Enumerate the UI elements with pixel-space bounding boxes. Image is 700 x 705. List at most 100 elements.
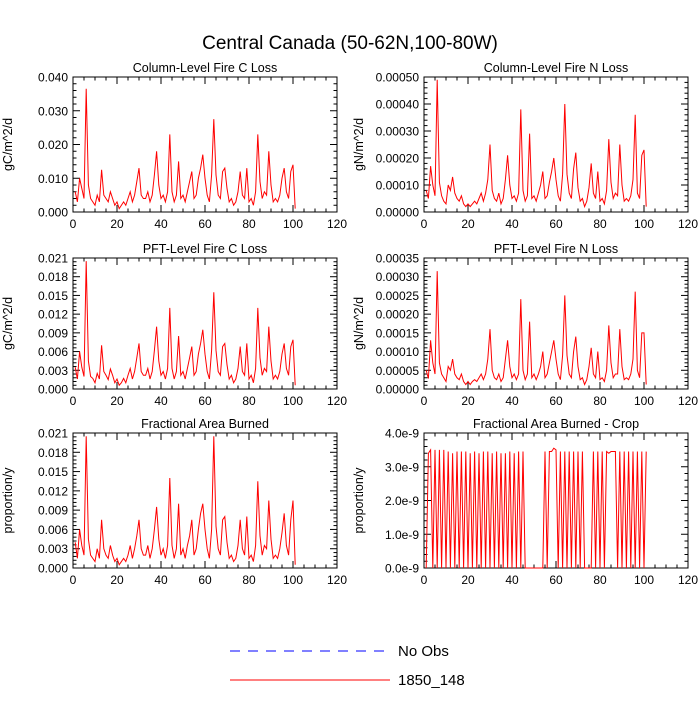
x-tick-label: 40 — [154, 573, 168, 587]
x-tick-label: 0 — [70, 573, 77, 587]
x-tick-label: 60 — [198, 394, 212, 408]
y-tick-label: 0.00040 — [376, 98, 420, 112]
x-tick-label: 100 — [634, 394, 654, 408]
y-tick-label: 0.000 — [38, 383, 68, 397]
y-tick-label: 0.00035 — [376, 252, 420, 266]
x-tick-label: 100 — [283, 573, 303, 587]
y-tick-label: 0.012 — [38, 484, 68, 498]
y-axis-label: gC/m^2/d — [1, 118, 15, 171]
series-line-1850-148 — [74, 261, 296, 387]
y-tick-label: 0.006 — [38, 523, 68, 537]
y-tick-label: 0.015 — [38, 465, 68, 479]
x-tick-label: 0 — [70, 394, 77, 408]
y-axis-label: proportion/y — [352, 467, 366, 534]
x-tick-label: 80 — [242, 573, 256, 587]
x-tick-label: 20 — [461, 394, 475, 408]
x-tick-label: 100 — [283, 217, 303, 231]
y-tick-label: 0.030 — [38, 104, 68, 118]
panels: Column-Level Fire C Loss gC/m^2/d 0 20 40 60 8… — [1, 61, 698, 587]
legend-label-1850-148: 1850_148 — [398, 672, 465, 689]
panel-pft-level-fire-c-loss: PFT-Level Fire C Loss gC/m^2/d 0 20 40 60 80 10… — [1, 242, 347, 408]
plot-frame — [423, 76, 689, 213]
x-tick-label: 60 — [549, 394, 563, 408]
x-tick-label: 120 — [678, 394, 698, 408]
x-tick-label: 40 — [505, 217, 519, 231]
x-tick-label: 80 — [593, 573, 607, 587]
y-tick-label: 0.009 — [38, 504, 68, 518]
y-tick-label: 0.021 — [38, 252, 68, 266]
panel-title: PFT-Level Fire C Loss — [143, 242, 267, 256]
x-tick-label: 120 — [678, 217, 698, 231]
plot-frame — [423, 257, 689, 390]
x-tick-label: 20 — [110, 394, 124, 408]
panel-title: PFT-Level Fire N Loss — [494, 242, 618, 256]
plot-frame — [72, 432, 338, 569]
legend-label-no-obs: No Obs — [398, 643, 449, 660]
x-tick-label: 120 — [327, 217, 347, 231]
y-tick-label: 0.003 — [38, 364, 68, 378]
panel-title: Column-Level Fire C Loss — [133, 61, 278, 75]
x-tick-label: 80 — [593, 394, 607, 408]
x-tick-label: 80 — [242, 217, 256, 231]
plot-frame — [72, 76, 338, 213]
y-tick-label: 0.020 — [38, 138, 68, 152]
y-tick-label: 0.00030 — [376, 270, 420, 284]
y-tick-label: 0.00010 — [376, 345, 420, 359]
y-tick-label: 1.0e-9 — [385, 528, 419, 542]
x-tick-label: 40 — [505, 394, 519, 408]
y-tick-label: 3.0e-9 — [385, 460, 419, 474]
y-tick-label: 0.018 — [38, 446, 68, 460]
x-tick-label: 20 — [461, 573, 475, 587]
x-tick-label: 40 — [505, 573, 519, 587]
x-tick-label: 120 — [678, 573, 698, 587]
panel-column-level-fire-c-loss: Column-Level Fire C Loss gC/m^2/d 0 20 40 60 8… — [1, 61, 347, 231]
x-tick-label: 60 — [549, 217, 563, 231]
y-tick-label: 0.00025 — [376, 289, 420, 303]
y-tick-label: 0.0e-9 — [385, 562, 419, 576]
y-tick-label: 0.00005 — [376, 364, 420, 378]
y-tick-label: 0.00010 — [376, 179, 420, 193]
panel-column-level-fire-n-loss: Column-Level Fire N Loss gN/m^2/d 0 20 40 60 8… — [352, 61, 698, 231]
y-tick-label: 0.018 — [38, 270, 68, 284]
x-tick-label: 60 — [198, 217, 212, 231]
x-tick-label: 0 — [70, 217, 77, 231]
series-line-1850-148 — [74, 436, 296, 566]
x-tick-label: 120 — [327, 573, 347, 587]
y-tick-label: 0.003 — [38, 542, 68, 556]
x-tick-label: 60 — [549, 573, 563, 587]
x-tick-label: 0 — [421, 217, 428, 231]
series-line-1850-148 — [425, 447, 647, 569]
y-tick-label: 0.010 — [38, 172, 68, 186]
y-axis-label: gN/m^2/d — [352, 118, 366, 171]
legend: No Obs 1850_148 — [230, 643, 465, 689]
series-line-1850-148 — [425, 271, 647, 386]
x-tick-label: 40 — [154, 217, 168, 231]
panel-title: Fractional Area Burned — [141, 417, 269, 431]
y-tick-label: 0.012 — [38, 308, 68, 322]
x-tick-label: 100 — [634, 573, 654, 587]
x-tick-label: 0 — [421, 573, 428, 587]
y-tick-label: 2.0e-9 — [385, 494, 419, 508]
panel-title: Column-Level Fire N Loss — [484, 61, 629, 75]
x-tick-label: 100 — [283, 394, 303, 408]
y-tick-label: 0.00030 — [376, 125, 420, 139]
y-tick-label: 0.006 — [38, 345, 68, 359]
y-tick-label: 0.021 — [38, 427, 68, 441]
plot-frame — [72, 257, 338, 390]
y-axis-label: gC/m^2/d — [1, 297, 15, 350]
y-tick-label: 0.000 — [38, 206, 68, 220]
x-tick-label: 0 — [421, 394, 428, 408]
y-tick-label: 0.00000 — [376, 383, 420, 397]
series-line-1850-148 — [74, 88, 296, 210]
y-axis-label: gN/m^2/d — [352, 297, 366, 350]
x-tick-label: 100 — [634, 217, 654, 231]
y-tick-label: 0.00020 — [376, 308, 420, 322]
x-tick-label: 20 — [461, 217, 475, 231]
y-tick-label: 0.040 — [38, 71, 68, 85]
y-tick-label: 0.00020 — [376, 152, 420, 166]
y-tick-label: 0.00015 — [376, 326, 420, 340]
x-tick-label: 20 — [110, 217, 124, 231]
y-tick-label: 0.000 — [38, 562, 68, 576]
x-tick-label: 40 — [154, 394, 168, 408]
